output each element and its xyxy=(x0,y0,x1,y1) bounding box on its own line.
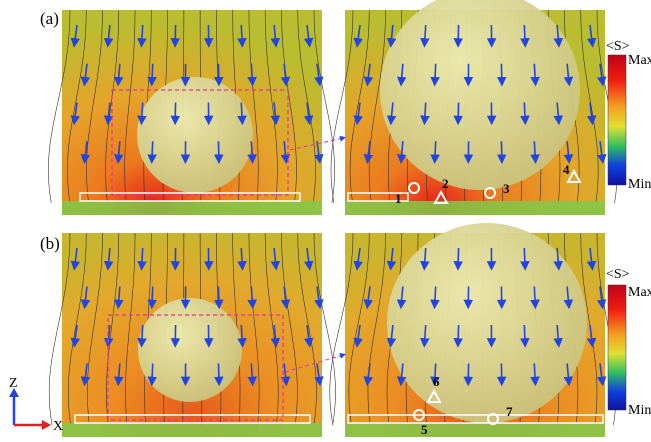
z-label: Z xyxy=(9,376,18,391)
colorbar xyxy=(608,285,626,410)
flow-arrow xyxy=(251,141,252,159)
flow-arrow xyxy=(534,287,535,305)
flow-arrow xyxy=(425,25,426,43)
flow-arrow xyxy=(241,325,242,343)
x-label: X xyxy=(53,419,63,434)
x-arrow xyxy=(42,420,51,430)
flow-arrow xyxy=(218,364,219,382)
flow-arrow xyxy=(524,325,525,343)
colorbar-max: Max xyxy=(628,53,651,68)
colorbar-title: <S> xyxy=(606,39,630,54)
flow-arrow xyxy=(142,103,143,121)
flow-arrow xyxy=(142,248,143,266)
flow-arrow xyxy=(425,103,426,121)
colorbar-min: Min xyxy=(628,177,651,192)
colorbar xyxy=(608,55,626,185)
panel-label: (a) xyxy=(40,9,59,28)
flow-arrow xyxy=(218,287,219,305)
colorbar-min: Min xyxy=(628,403,651,418)
marker-number: 4 xyxy=(563,162,570,177)
substrate xyxy=(345,201,605,215)
flow-arrow xyxy=(142,325,143,343)
particle xyxy=(137,77,253,193)
particle xyxy=(138,298,242,402)
marker-number: 2 xyxy=(442,176,449,191)
panels: 1 2 3 4 5 6 7 xyxy=(48,0,617,437)
figure: 1234567 (a) (b) <S> Max Min <S> Max Min … xyxy=(0,0,651,437)
marker-number: 5 xyxy=(421,422,428,437)
flow-arrow xyxy=(524,103,525,121)
flow-arrow xyxy=(534,64,535,82)
flow-arrow xyxy=(142,25,143,43)
axis-triad: Z X xyxy=(9,376,63,434)
flow-arrow xyxy=(458,248,459,266)
flow-arrow xyxy=(152,364,153,382)
panel-label: (b) xyxy=(40,234,60,253)
marker-number: 7 xyxy=(506,404,513,419)
flow-arrow xyxy=(435,141,436,159)
flow-arrow xyxy=(435,64,436,82)
flow-arrow xyxy=(152,64,153,82)
flow-arrow xyxy=(251,64,252,82)
substrate xyxy=(62,423,322,437)
flow-arrow xyxy=(152,287,153,305)
colorbar-max: Max xyxy=(628,285,651,300)
marker-number: 1 xyxy=(395,191,402,206)
flow-arrow xyxy=(241,25,242,43)
flow-arrow xyxy=(534,141,535,159)
substrate xyxy=(62,201,322,215)
flow-arrow xyxy=(534,364,535,382)
flow-arrow xyxy=(435,287,436,305)
substrate xyxy=(345,423,605,437)
flow-arrow xyxy=(241,248,242,266)
flow-arrow xyxy=(152,141,153,159)
marker-number: 6 xyxy=(433,374,440,389)
flow-arrow xyxy=(458,325,459,343)
flow-arrow xyxy=(524,25,525,43)
colorbar-title: <S> xyxy=(606,267,630,282)
flow-arrow xyxy=(524,248,525,266)
flow-arrow xyxy=(241,103,242,121)
marker-number: 3 xyxy=(503,181,510,196)
